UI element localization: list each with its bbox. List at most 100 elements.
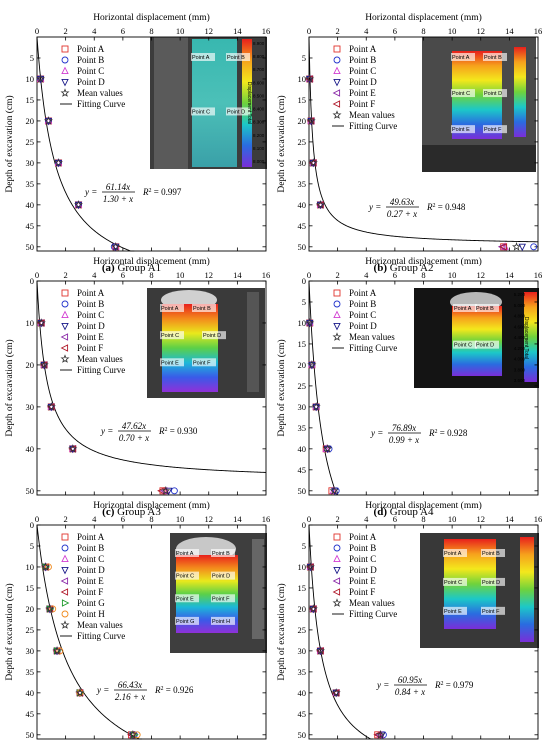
- legend-marker: [61, 56, 69, 64]
- x-tick-label: 6: [393, 270, 397, 280]
- photo-label-bg: [160, 304, 184, 312]
- x-tick-label: 10: [448, 514, 457, 524]
- photo-label-bg: [443, 549, 467, 557]
- legend-marker: [61, 289, 69, 297]
- panel-caption: (b) Group A2: [374, 262, 434, 274]
- data-point: [329, 486, 339, 495]
- photo-point-label: Point D: [203, 333, 221, 339]
- colorbar-tick-label: 8.500: [253, 93, 265, 98]
- y-tick-label: 35: [26, 667, 35, 677]
- x-tick-label: 16: [534, 514, 543, 524]
- legend-label: Point D: [77, 565, 105, 575]
- data-point: [111, 242, 121, 251]
- y-tick-label: 0: [30, 520, 34, 530]
- y-tick-label: 15: [298, 583, 307, 593]
- photo-label-bg: [483, 125, 507, 134]
- y-tick-label: 30: [26, 158, 35, 168]
- y-tick-label: 5: [302, 541, 306, 551]
- y-tick-label: 35: [298, 423, 307, 433]
- series-mean-values: [36, 74, 121, 251]
- data-point: [52, 646, 62, 655]
- equation-lhs: y =: [84, 187, 97, 197]
- colorbar-tick-label: 4.800: [514, 314, 526, 319]
- legend-label: Point C: [77, 554, 104, 564]
- data-point: [43, 116, 53, 125]
- y-axis-label: Depth of excavation (cm): [4, 583, 15, 680]
- y-tick-label: 45: [26, 221, 35, 231]
- photo-inset-b1: Point A Point B Point C Point D Point E Point…: [170, 533, 267, 653]
- x-tick-label: 10: [176, 514, 185, 524]
- legend-label: Point A: [77, 532, 105, 542]
- fitting-curve: [308, 36, 539, 243]
- photo-label-bg: [226, 107, 250, 116]
- photo-label-bg: [211, 616, 235, 625]
- data-point: [75, 688, 85, 697]
- equation-lhs: y =: [100, 426, 113, 436]
- series-mean-values: [305, 74, 522, 251]
- legend-marker: [61, 45, 69, 53]
- photo-label-bg: [211, 594, 235, 603]
- legend-marker: [61, 300, 69, 308]
- legend-marker: [60, 344, 69, 352]
- y-tick-label: 20: [298, 360, 307, 370]
- data-point: [68, 444, 78, 453]
- x-tick-label: 8: [149, 26, 153, 36]
- legend-label: Point D: [77, 321, 105, 331]
- photo-colorbar: [520, 537, 534, 642]
- data-point: [46, 402, 56, 411]
- photo-point-label: Point B: [227, 55, 245, 61]
- y-tick-label: 30: [298, 646, 307, 656]
- colorbar-tick-label: 8.400: [253, 107, 265, 112]
- x-axis-label: Horizontal displacement (mm): [93, 500, 210, 511]
- fitting-curve: [308, 524, 373, 740]
- x-tick-label: 4: [364, 514, 369, 524]
- x-tick-label: 8: [421, 514, 425, 524]
- y-tick-label: 50: [298, 242, 307, 252]
- data-point: [170, 487, 178, 495]
- photo-point-label: Point D: [484, 91, 502, 97]
- x-tick-label: 6: [121, 270, 125, 280]
- colorbar-title: Displacement Total: [523, 317, 529, 359]
- photo-point-label: Point A: [452, 55, 470, 61]
- legend-label: Point C: [77, 310, 104, 320]
- photo-colorbar: [242, 39, 252, 167]
- equation-denominator: 0.70 + x: [119, 433, 149, 443]
- y-tick-label: 45: [298, 221, 307, 231]
- legend-marker: [333, 78, 341, 87]
- x-tick-label: 14: [505, 514, 514, 524]
- x-tick-label: 12: [205, 514, 214, 524]
- y-tick-label: 10: [298, 562, 307, 572]
- colorbar-tick-label: 8.200: [253, 133, 265, 138]
- legend-marker: [332, 332, 342, 341]
- series-point-h: [45, 563, 141, 739]
- photo-label-bg: [191, 53, 215, 61]
- photo-inset-a1: Point A Point B Point C Point D 8.900 8.800 8.…: [150, 37, 267, 169]
- legend-label: Point B: [77, 299, 104, 309]
- legend-marker: [333, 66, 341, 75]
- colorbar-tick-label: 8.100: [253, 146, 265, 151]
- y-tick-label: 20: [26, 604, 35, 614]
- x-tick-label: 12: [205, 270, 214, 280]
- y-tick-label: 10: [298, 318, 307, 328]
- x-axis-label: Horizontal displacement (mm): [365, 12, 482, 23]
- legend-label: Point A: [349, 532, 377, 542]
- x-tick-label: 4: [92, 26, 97, 36]
- data-point: [308, 158, 318, 167]
- legend-label: Point A: [349, 44, 377, 54]
- y-tick-label: 50: [26, 242, 35, 252]
- y-tick-label: 15: [26, 95, 35, 105]
- data-point: [39, 360, 49, 369]
- y-tick-label: 50: [298, 486, 307, 496]
- photo-label-bg: [451, 53, 475, 61]
- legend-marker: [60, 354, 70, 363]
- colorbar-tick-label: 3.600: [514, 378, 526, 383]
- x-tick-label: 14: [233, 514, 242, 524]
- x-tick-label: 4: [364, 26, 369, 36]
- photo-point-label: Point C: [454, 343, 472, 349]
- legend-label: Point B: [77, 543, 104, 553]
- panel-caption: (c) Group A3: [102, 506, 161, 518]
- photo-point-label: Point D: [482, 580, 500, 586]
- y-tick-label: 30: [298, 402, 307, 412]
